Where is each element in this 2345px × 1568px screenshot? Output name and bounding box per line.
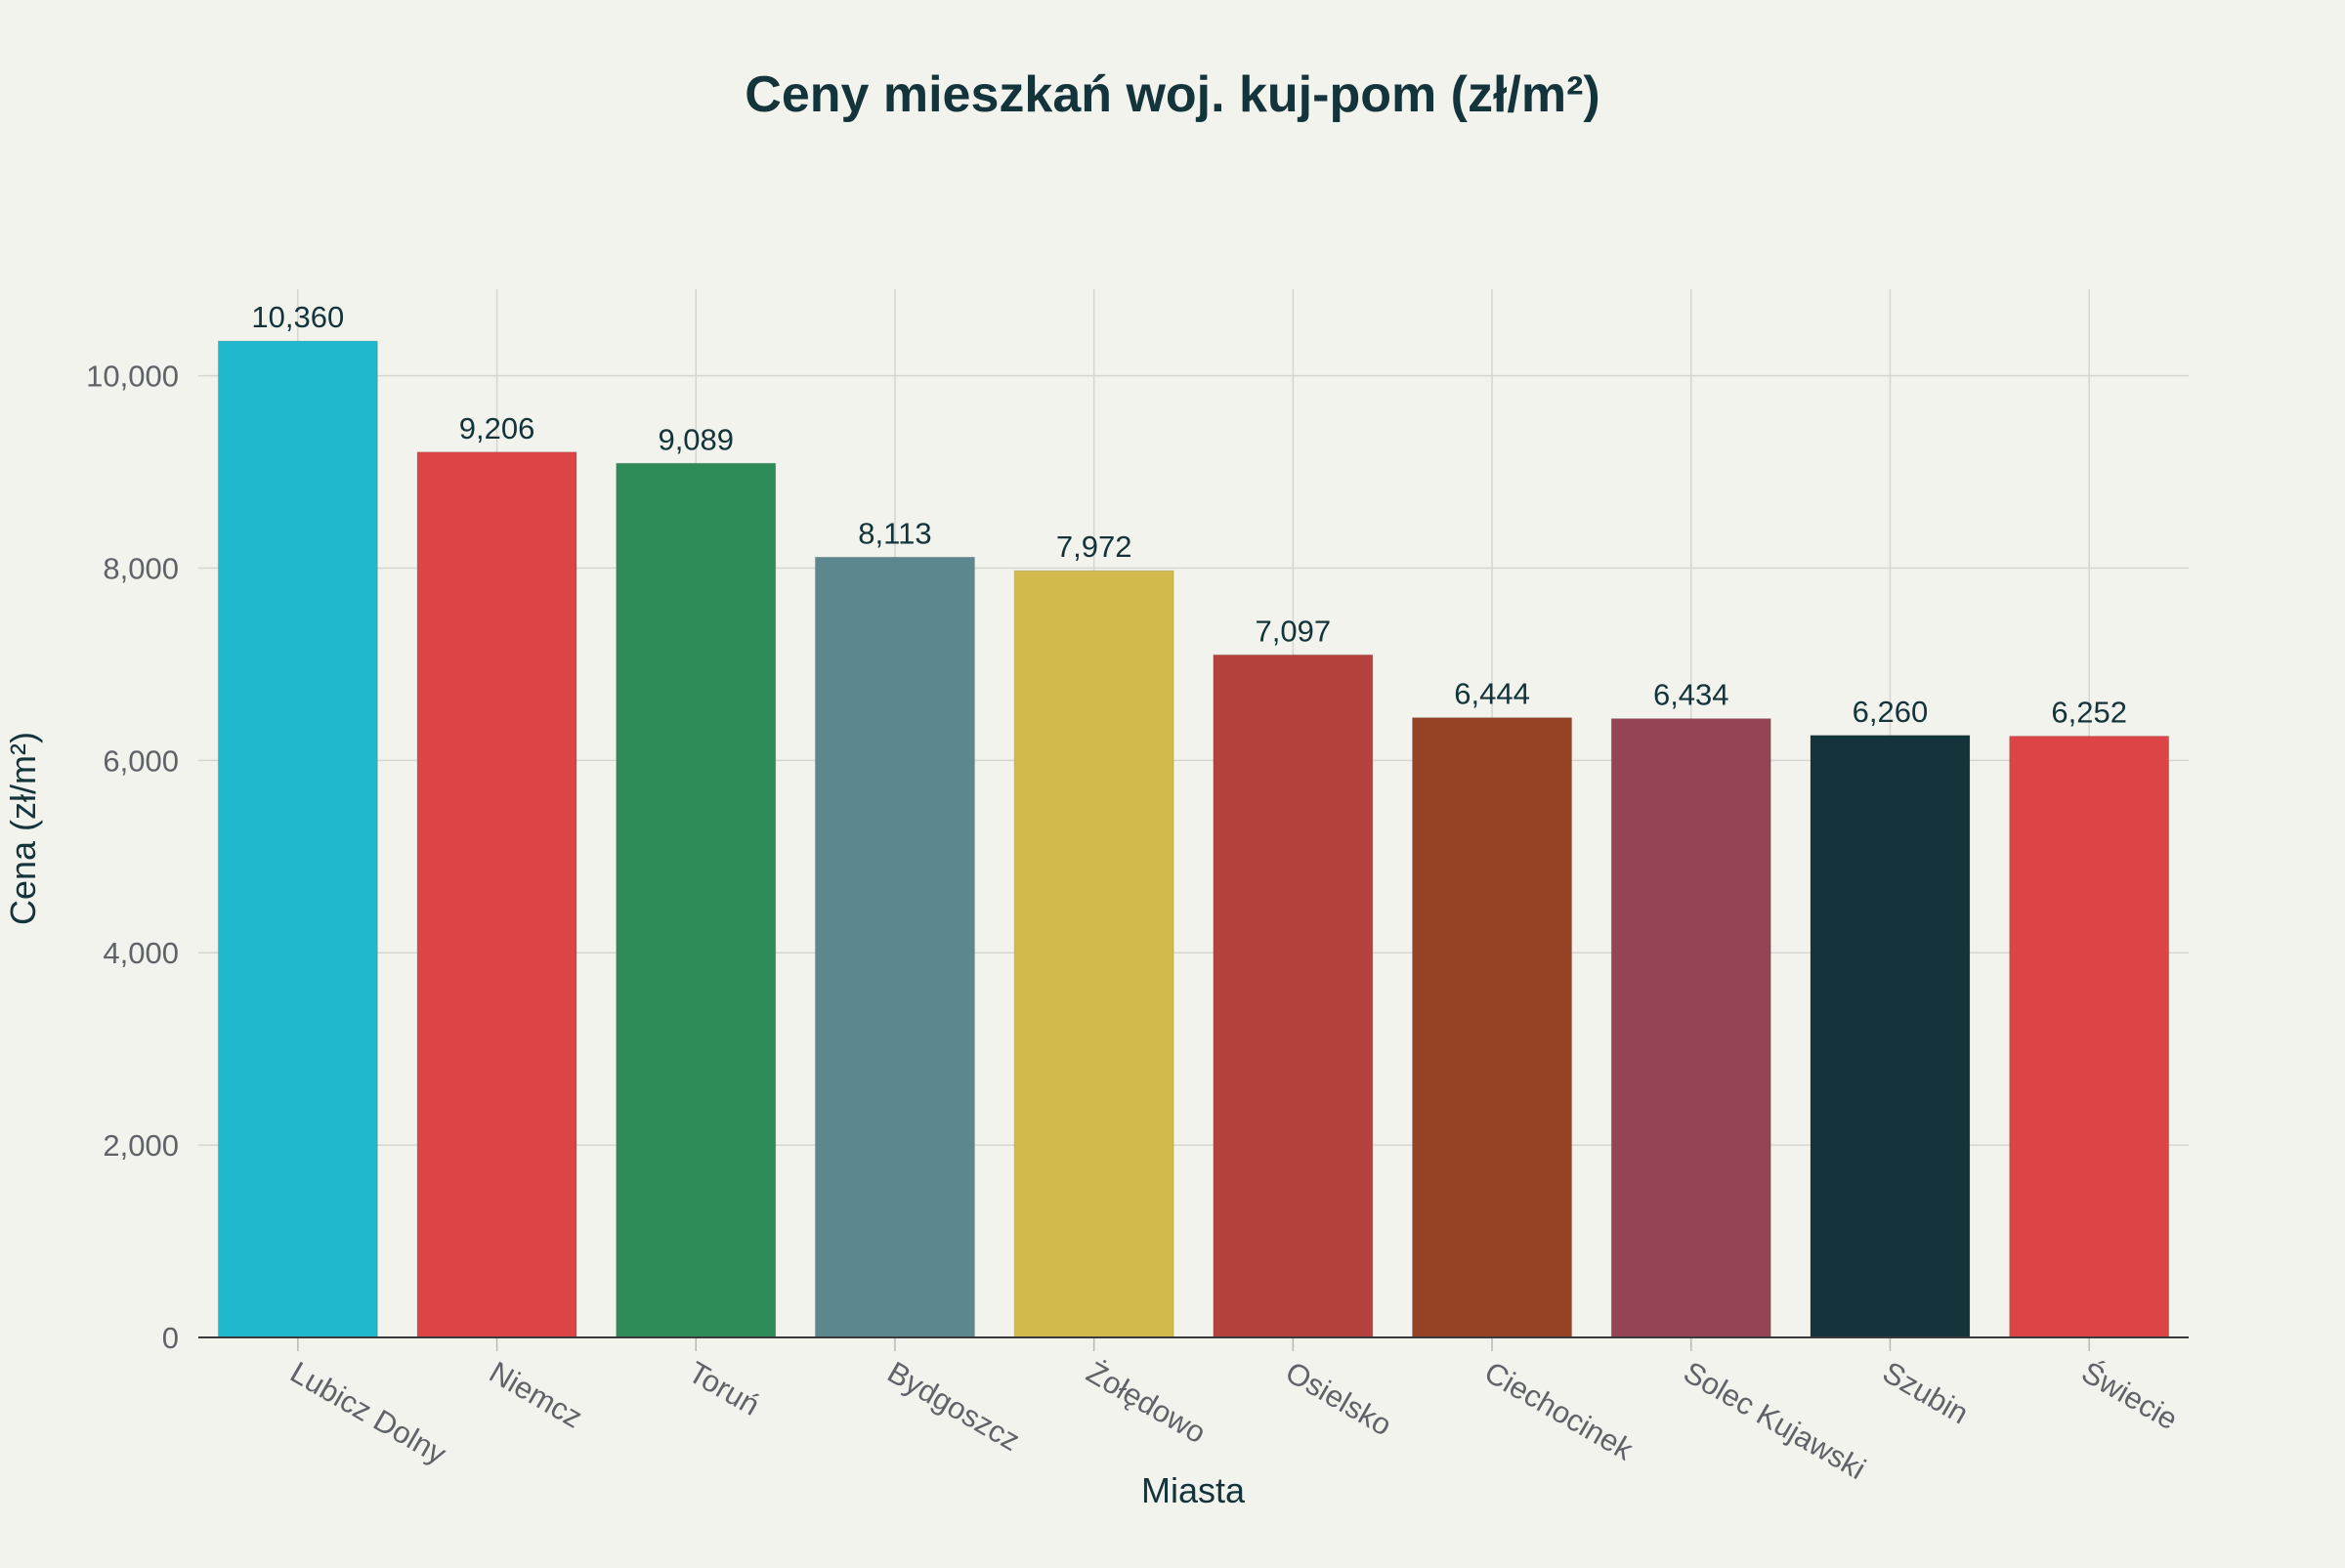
y-tick-label: 8,000 <box>103 551 179 585</box>
x-axis-title: Miasta <box>1141 1470 1246 1510</box>
y-tick-label: 0 <box>162 1321 179 1355</box>
y-axis-title: Cena (zł/m²) <box>3 732 43 925</box>
bar-value-label: 9,089 <box>658 422 734 456</box>
bar-value-label: 7,097 <box>1256 614 1332 648</box>
bar <box>1412 717 1573 1338</box>
y-tick-label: 6,000 <box>103 743 179 778</box>
bar <box>616 462 777 1338</box>
bar <box>1610 718 1771 1338</box>
x-tick-label: Niemcz <box>484 1355 588 1435</box>
bar-value-label: 9,206 <box>459 411 535 445</box>
bar <box>1810 735 1971 1338</box>
x-tick-label: Świecie <box>2076 1354 2185 1437</box>
bar <box>814 556 975 1338</box>
bar <box>217 340 378 1338</box>
bars <box>217 340 2170 1338</box>
x-tick-label: Bydgoszcz <box>881 1355 1025 1458</box>
y-tick-label: 4,000 <box>103 936 179 970</box>
bar-value-label: 7,972 <box>1056 530 1132 564</box>
bar <box>1013 570 1174 1338</box>
bar-value-label: 6,444 <box>1454 677 1530 711</box>
axes <box>198 1336 2189 1351</box>
y-tick-label: 10,000 <box>86 360 179 394</box>
bar-value-label: 6,252 <box>2051 696 2127 730</box>
x-tick-label: Żołędowo <box>1081 1355 1212 1451</box>
bar-value-label: 10,360 <box>251 300 344 334</box>
x-tick-label: Solec Kujawski <box>1678 1355 1871 1487</box>
bar <box>2009 736 2170 1338</box>
chart-title: Ceny mieszkań woj. kuj-pom (zł/m²) <box>745 66 1599 123</box>
bar <box>1213 654 1374 1338</box>
bar-value-label: 8,113 <box>858 516 931 550</box>
bar <box>416 451 577 1338</box>
x-tick-label: Ciechocinek <box>1479 1355 1640 1467</box>
x-tick-label: Lubicz Dolny <box>284 1355 452 1471</box>
y-tick-label: 2,000 <box>103 1128 179 1163</box>
bar-value-label: 6,260 <box>1853 695 1929 729</box>
x-tick-label: Osielsko <box>1280 1355 1397 1443</box>
x-tick-label: Szubin <box>1877 1355 1975 1431</box>
x-tick-label: Toruń <box>683 1355 766 1422</box>
bar-value-label: 6,434 <box>1653 678 1729 712</box>
